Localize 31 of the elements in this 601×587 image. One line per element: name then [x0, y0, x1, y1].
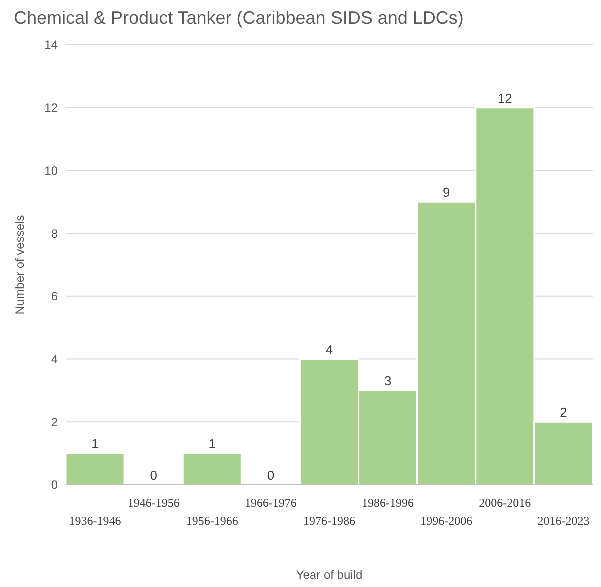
data-label: 1: [208, 436, 216, 452]
data-label: 0: [150, 468, 158, 483]
y-tick-label: 6: [51, 290, 58, 304]
x-tick-label: 1976-1986: [304, 514, 356, 528]
y-tick-label: 10: [44, 164, 58, 178]
bar: [182, 452, 242, 486]
data-label: 4: [326, 342, 334, 358]
x-tick-label: 1936-1946: [69, 514, 122, 528]
x-tick-label: 1966-1976: [244, 496, 297, 510]
x-tick-label: 2016-2023: [538, 514, 590, 528]
data-label: 1: [92, 436, 99, 452]
data-label: 0: [267, 468, 275, 483]
x-tick-label: 2006-2016: [479, 496, 532, 510]
x-tick-label: 1956-1966: [186, 514, 238, 528]
chart-title: Chemical & Product Tanker (Caribbean SIDS and LDCs): [14, 8, 464, 28]
data-label: 9: [442, 185, 450, 200]
y-tick-label: 12: [44, 101, 58, 116]
data-label: 12: [498, 90, 512, 106]
y-axis-title: Number of vessels: [13, 215, 27, 315]
y-tick-label: 4: [51, 352, 58, 366]
y-tick-label: 8: [51, 226, 58, 241]
x-axis-title: Year of build: [296, 568, 363, 582]
x-tick-label: 1996-2006: [420, 514, 473, 528]
y-tick-label: 2: [51, 415, 58, 430]
data-label: 2: [560, 405, 568, 420]
y-tick-label: 0: [51, 478, 58, 492]
x-tick-label: 1946-1956: [128, 496, 180, 510]
x-tick-label: 1986-1996: [362, 496, 414, 510]
y-tick-label: 14: [44, 38, 58, 52]
data-label: 3: [384, 374, 392, 389]
bar: [65, 452, 126, 486]
